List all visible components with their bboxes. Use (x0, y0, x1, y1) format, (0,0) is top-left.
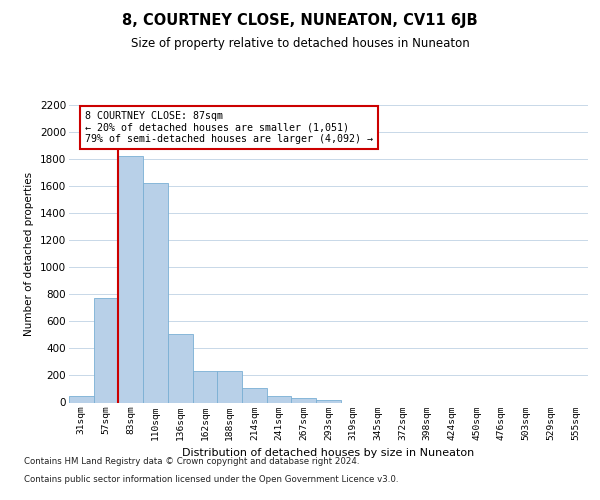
X-axis label: Distribution of detached houses by size in Nuneaton: Distribution of detached houses by size … (182, 448, 475, 458)
Bar (143, 184, 168, 402)
Text: Contains HM Land Registry data © Crown copyright and database right 2024.: Contains HM Land Registry data © Crown c… (24, 458, 359, 466)
Bar (316, 400, 341, 402)
Text: Size of property relative to detached houses in Nuneaton: Size of property relative to detached ho… (131, 38, 469, 51)
Y-axis label: Number of detached properties: Number of detached properties (25, 172, 34, 336)
Bar (242, 388, 267, 402)
Bar (292, 398, 316, 402)
Text: 8, COURTNEY CLOSE, NUNEATON, CV11 6JB: 8, COURTNEY CLOSE, NUNEATON, CV11 6JB (122, 12, 478, 28)
Bar (69, 396, 94, 402)
Bar (193, 372, 217, 402)
Bar (118, 156, 143, 402)
Text: Contains public sector information licensed under the Open Government Licence v3: Contains public sector information licen… (24, 475, 398, 484)
Text: 8 COURTNEY CLOSE: 87sqm
← 20% of detached houses are smaller (1,051)
79% of semi: 8 COURTNEY CLOSE: 87sqm ← 20% of detache… (85, 111, 373, 144)
Bar (217, 370, 242, 402)
Bar (267, 396, 292, 402)
Bar (168, 334, 193, 402)
Bar (94, 298, 118, 403)
